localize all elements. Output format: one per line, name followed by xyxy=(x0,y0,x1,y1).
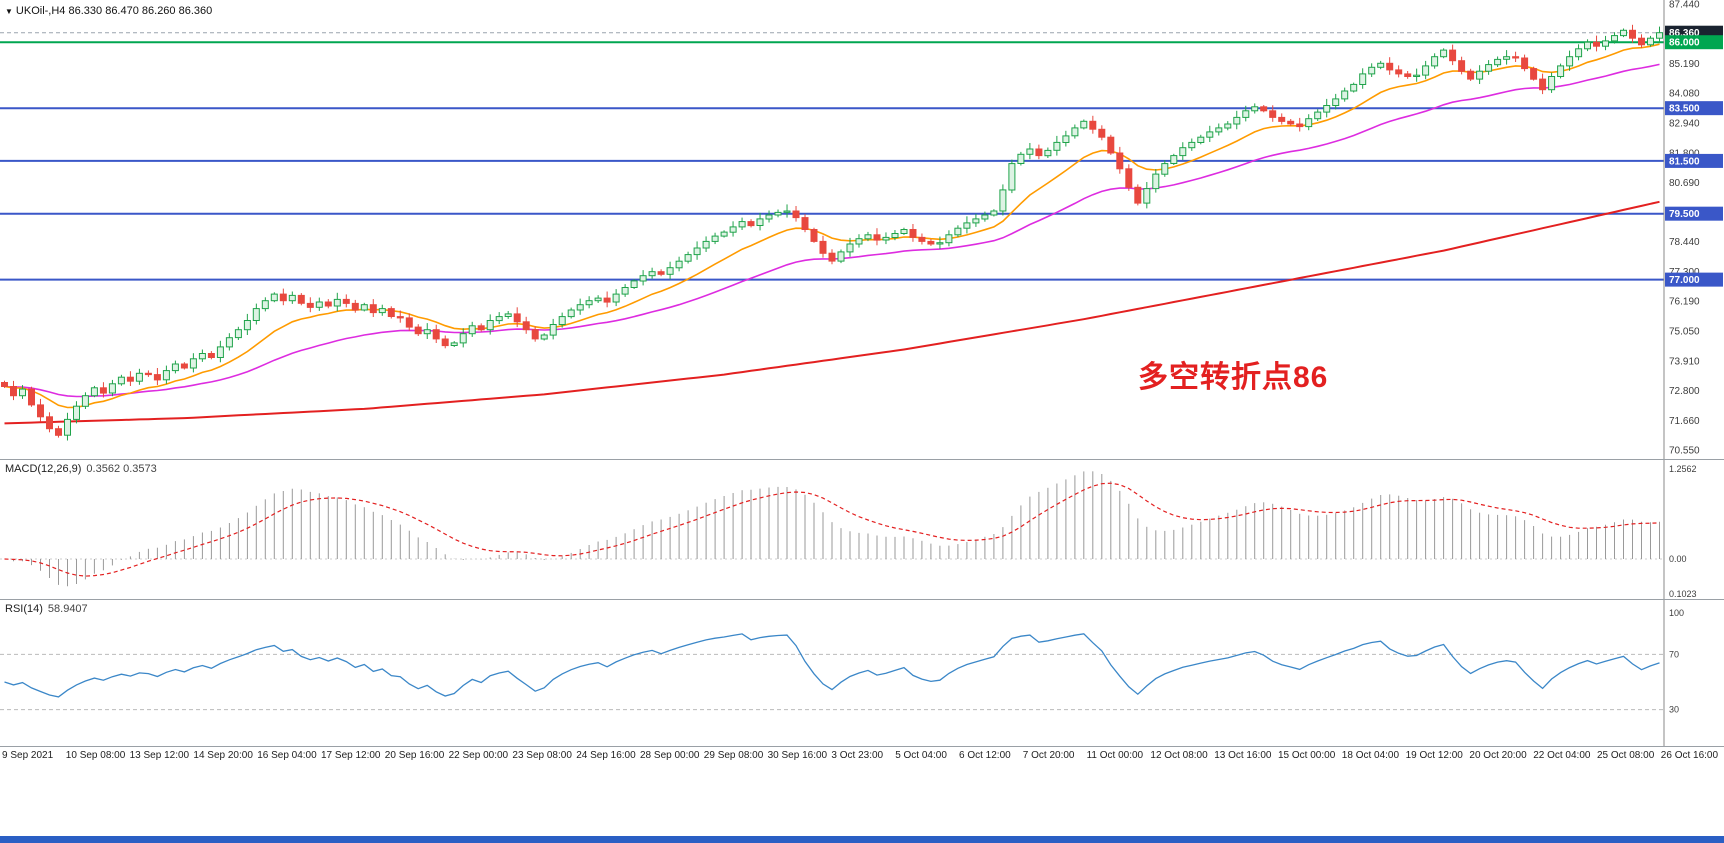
level-lines[interactable] xyxy=(0,32,1664,281)
rsi-label: RSI(14) 58.9407 xyxy=(5,603,88,615)
svg-text:70: 70 xyxy=(1669,649,1679,659)
rsi-panel[interactable]: 100 70 30 RSI(14) 58.9407 xyxy=(0,599,1724,746)
rsi-line xyxy=(4,633,1660,698)
time-label: 6 Oct 12:00 xyxy=(959,750,1011,761)
time-label: 29 Sep 08:00 xyxy=(703,750,764,761)
svg-text:84.080: 84.080 xyxy=(1669,88,1700,99)
annotation-text: 多空转折点86 xyxy=(1138,361,1329,394)
time-label: 17 Sep 12:00 xyxy=(321,750,381,761)
svg-text:83.500: 83.500 xyxy=(1669,104,1700,115)
price-axis-labels[interactable]: 87.44085.19084.08082.94081.80080.69078.4… xyxy=(1663,0,1700,459)
time-label: 7 Oct 20:00 xyxy=(1022,750,1075,761)
time-label: 14 Sep 20:00 xyxy=(193,750,253,761)
taskbar-strip xyxy=(0,836,1724,843)
macd-panel[interactable]: 1.2562 0.00 0.1023 MACD(12,26,9) 0.3562 0.3… xyxy=(0,459,1724,599)
macd-histogram xyxy=(13,471,1660,587)
time-label: 13 Oct 16:00 xyxy=(1214,750,1272,761)
price-chart-panel[interactable]: 87.44085.19084.08082.94081.80080.69078.4… xyxy=(0,0,1724,459)
macd-canvas[interactable]: 1.2562 0.00 0.1023 xyxy=(0,460,1724,599)
symbol-timeframe-label: UKOil-,H4 xyxy=(15,5,66,17)
svg-text:1.2562: 1.2562 xyxy=(1669,464,1697,474)
svg-text:0.1023: 0.1023 xyxy=(1669,589,1697,599)
time-label: 30 Sep 16:00 xyxy=(767,750,828,761)
moving-average-lines xyxy=(4,43,1660,425)
time-label: 20 Sep 16:00 xyxy=(384,750,445,761)
time-label: 10 Sep 08:00 xyxy=(65,750,126,761)
macd-label: MACD(12,26,9) 0.3562 0.3573 xyxy=(5,463,157,475)
ohlc-values: 86.330 86.470 86.260 86.360 xyxy=(68,5,213,17)
svg-text:82.940: 82.940 xyxy=(1669,118,1700,129)
svg-text:86.360: 86.360 xyxy=(1669,28,1700,39)
rsi-value: 58.9407 xyxy=(47,603,88,615)
price-chart-canvas[interactable]: 87.44085.19084.08082.94081.80080.69078.4… xyxy=(0,0,1724,459)
time-label: 22 Sep 00:00 xyxy=(448,750,509,761)
time-label: 24 Sep 16:00 xyxy=(576,750,636,761)
time-label: 3 Oct 23:00 xyxy=(831,750,884,761)
macd-signal-line xyxy=(4,482,1660,577)
svg-text:73.910: 73.910 xyxy=(1669,357,1700,368)
time-label: 19 Oct 12:00 xyxy=(1405,750,1463,761)
svg-text:80.690: 80.690 xyxy=(1669,178,1700,189)
svg-text:87.440: 87.440 xyxy=(1669,0,1700,11)
time-label: 5 Oct 04:00 xyxy=(895,750,947,761)
time-label: 16 Sep 04:00 xyxy=(257,750,317,761)
candles-layer xyxy=(1,24,1663,441)
svg-text:81.500: 81.500 xyxy=(1669,156,1700,167)
rsi-canvas[interactable]: 100 70 30 xyxy=(0,600,1724,746)
svg-text:78.440: 78.440 xyxy=(1669,237,1700,248)
time-label: 9 Sep 2021 xyxy=(2,750,54,761)
svg-text:86.000: 86.000 xyxy=(1669,38,1700,49)
time-label: 12 Oct 08:00 xyxy=(1150,750,1208,761)
svg-text:79.500: 79.500 xyxy=(1669,209,1700,220)
rsi-name: RSI(14) xyxy=(5,603,43,615)
chart-title: ▼ UKOil-,H4 86.330 86.470 86.260 86.360 xyxy=(5,5,212,17)
macd-values: 0.3562 0.3573 xyxy=(86,463,157,475)
chart-dropdown-icon[interactable]: ▼ xyxy=(5,7,13,16)
time-label: 20 Oct 20:00 xyxy=(1469,750,1527,761)
svg-text:72.800: 72.800 xyxy=(1669,386,1700,397)
svg-text:71.660: 71.660 xyxy=(1669,416,1700,427)
svg-text:75.050: 75.050 xyxy=(1669,327,1700,338)
time-label: 18 Oct 04:00 xyxy=(1341,750,1400,761)
svg-text:76.190: 76.190 xyxy=(1669,296,1700,307)
time-label: 23 Sep 08:00 xyxy=(512,750,572,761)
time-label: 25 Oct 08:00 xyxy=(1597,750,1655,761)
macd-name: MACD(12,26,9) xyxy=(5,463,82,475)
time-label: 26 Oct 16:00 xyxy=(1660,750,1719,761)
svg-text:30: 30 xyxy=(1669,705,1679,715)
svg-text:0.00: 0.00 xyxy=(1669,554,1687,564)
time-label: 22 Oct 04:00 xyxy=(1533,750,1591,761)
time-label: 13 Sep 12:00 xyxy=(129,750,190,761)
time-label: 15 Oct 00:00 xyxy=(1278,750,1336,761)
svg-text:85.190: 85.190 xyxy=(1669,59,1700,70)
time-label: 28 Sep 00:00 xyxy=(640,750,700,761)
time-axis[interactable]: 9 Sep 2021 10 Sep 08:00 13 Sep 12:00 14 Sep… xyxy=(0,746,1724,764)
time-label: 11 Oct 00:00 xyxy=(1086,750,1144,761)
svg-text:100: 100 xyxy=(1669,608,1684,618)
svg-text:77.000: 77.000 xyxy=(1669,275,1700,286)
svg-text:70.550: 70.550 xyxy=(1669,445,1700,456)
